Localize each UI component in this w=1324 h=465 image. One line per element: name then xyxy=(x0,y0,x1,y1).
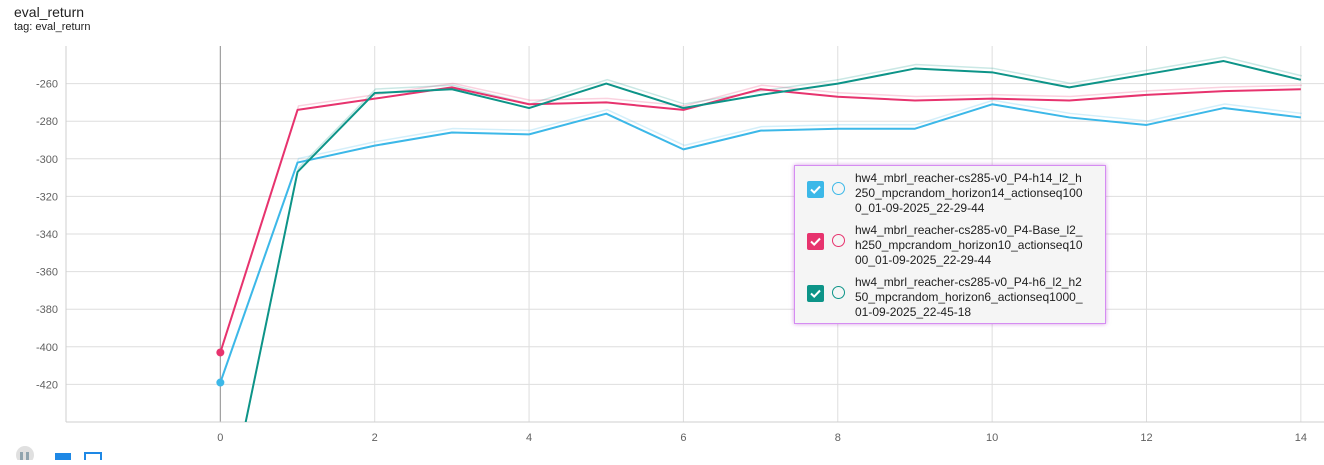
y-tick-label: -280 xyxy=(36,116,58,128)
legend-item: hw4_mbrl_reacher-cs285-v0_P4-h14_l2_h250… xyxy=(807,170,1097,222)
chart-legend-tooltip: hw4_mbrl_reacher-cs285-v0_P4-h14_l2_h250… xyxy=(794,165,1106,324)
x-tick-label: 10 xyxy=(986,432,998,444)
series-marker-icon xyxy=(832,286,845,299)
chart-tag: tag: eval_return xyxy=(14,21,91,33)
x-tick-label: 14 xyxy=(1295,432,1307,444)
x-tick-label: 12 xyxy=(1140,432,1152,444)
series-line xyxy=(219,86,1301,353)
checkbox-icon[interactable] xyxy=(807,285,824,302)
expand-icon[interactable] xyxy=(84,446,102,462)
series-first-point xyxy=(216,348,225,357)
checkbox-icon[interactable] xyxy=(807,181,824,198)
y-tick-label: -360 xyxy=(36,267,58,279)
series-raw-line xyxy=(220,99,1302,379)
series-marker-icon xyxy=(832,182,845,195)
y-tick-label: -400 xyxy=(36,342,58,354)
legend-label: hw4_mbrl_reacher-cs285-v0_P4-Base_l2_h25… xyxy=(855,223,1083,267)
x-tick-label: 4 xyxy=(526,432,532,444)
y-tick-label: -420 xyxy=(36,379,58,391)
chart-title: eval_return xyxy=(14,4,85,20)
fit-domain-icon[interactable] xyxy=(16,446,34,464)
legend-item: hw4_mbrl_reacher-cs285-v0_P4-h6_l2_h250_… xyxy=(807,274,1097,326)
series-line xyxy=(244,60,1302,422)
x-tick-label: 8 xyxy=(835,432,841,444)
y-tick-label: -340 xyxy=(36,229,58,241)
x-tick-label: 0 xyxy=(217,432,223,444)
download-icon[interactable] xyxy=(54,446,72,461)
series-first-point xyxy=(216,378,225,387)
series-line xyxy=(219,103,1301,383)
legend-item: hw4_mbrl_reacher-cs285-v0_P4-Base_l2_h25… xyxy=(807,222,1097,274)
x-tick-label: 2 xyxy=(372,432,378,444)
y-tick-label: -380 xyxy=(36,304,58,316)
legend-label: hw4_mbrl_reacher-cs285-v0_P4-h14_l2_h250… xyxy=(855,171,1083,215)
series-raw-line xyxy=(220,82,1302,349)
legend-label: hw4_mbrl_reacher-cs285-v0_P4-h6_l2_h250_… xyxy=(855,275,1083,319)
y-tick-label: -300 xyxy=(36,154,58,166)
x-tick-label: 6 xyxy=(680,432,686,444)
y-tick-label: -260 xyxy=(36,79,58,91)
y-tick-label: -320 xyxy=(36,191,58,203)
series-marker-icon xyxy=(832,234,845,247)
checkbox-icon[interactable] xyxy=(807,233,824,250)
series-raw-line xyxy=(245,56,1303,418)
